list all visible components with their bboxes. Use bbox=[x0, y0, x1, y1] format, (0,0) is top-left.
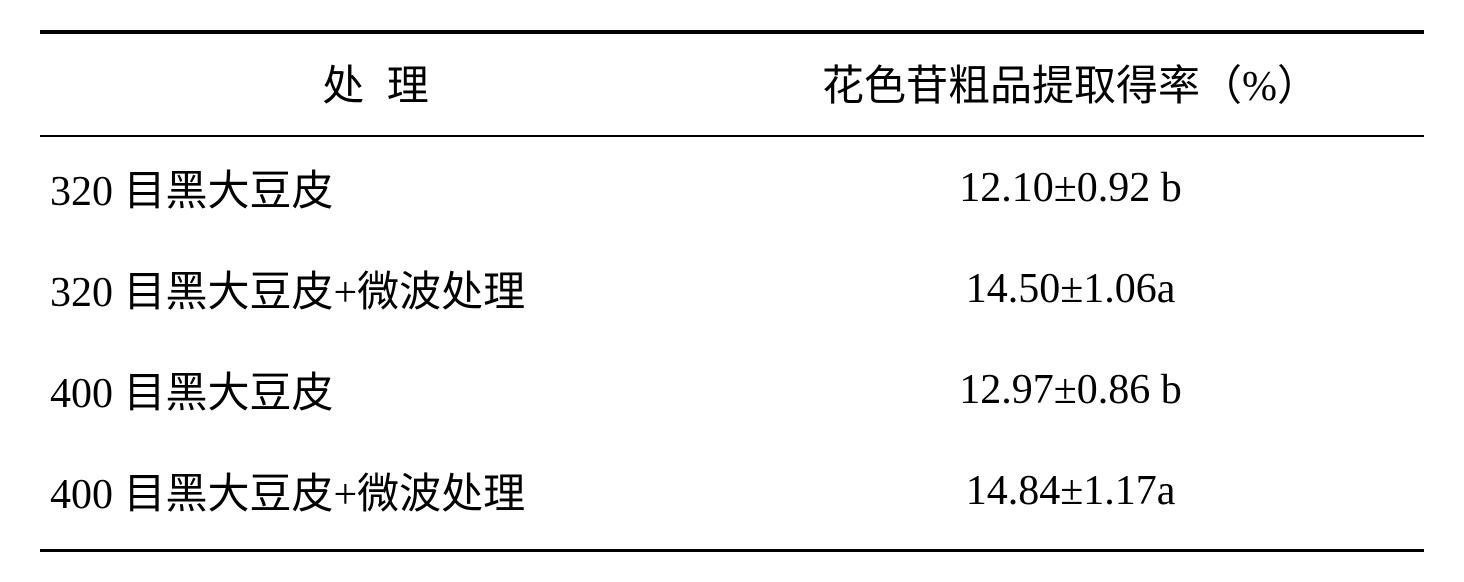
extraction-yield-table: 处 理 花色苷粗品提取得率（%） 320 目黑大豆皮 12.10±0.92 b … bbox=[40, 30, 1424, 552]
table-row: 400 目黑大豆皮 12.97±0.86 b bbox=[40, 339, 1424, 440]
table-row: 320 目黑大豆皮 12.10±0.92 b bbox=[40, 136, 1424, 238]
table-row: 320 目黑大豆皮+微波处理 14.50±1.06a bbox=[40, 238, 1424, 339]
cell-treatment: 400 目黑大豆皮 bbox=[40, 339, 717, 440]
table-header-row: 处 理 花色苷粗品提取得率（%） bbox=[40, 32, 1424, 136]
data-table: 处 理 花色苷粗品提取得率（%） 320 目黑大豆皮 12.10±0.92 b … bbox=[40, 30, 1424, 552]
table-row: 400 目黑大豆皮+微波处理 14.84±1.17a bbox=[40, 440, 1424, 551]
cell-yield: 14.84±1.17a bbox=[717, 440, 1424, 551]
cell-yield: 12.10±0.92 b bbox=[717, 136, 1424, 238]
cell-yield: 14.50±1.06a bbox=[717, 238, 1424, 339]
cell-yield: 12.97±0.86 b bbox=[717, 339, 1424, 440]
cell-treatment: 400 目黑大豆皮+微波处理 bbox=[40, 440, 717, 551]
cell-treatment: 320 目黑大豆皮+微波处理 bbox=[40, 238, 717, 339]
col-header-yield: 花色苷粗品提取得率（%） bbox=[717, 32, 1424, 136]
cell-treatment: 320 目黑大豆皮 bbox=[40, 136, 717, 238]
col-header-treatment: 处 理 bbox=[40, 32, 717, 136]
